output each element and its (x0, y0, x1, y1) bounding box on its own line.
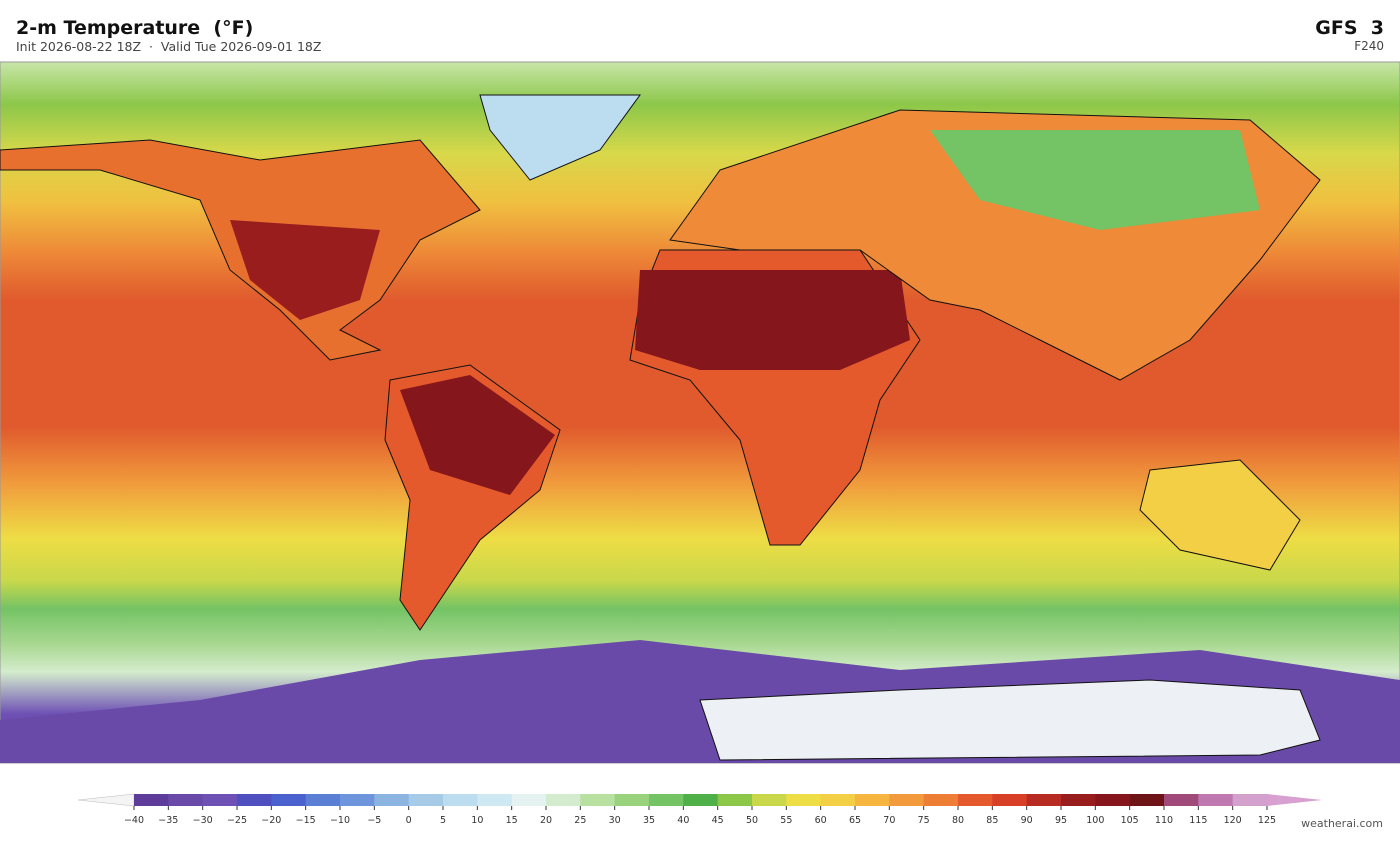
colorbar-segment (1198, 794, 1234, 806)
model-name: GFS 3 (1315, 17, 1384, 39)
colorbar-segment (1232, 794, 1268, 806)
colorbar-segment (340, 794, 375, 806)
subtitle: Init 2026-08-22 18Z · Valid Tue 2026-09-… (16, 39, 321, 54)
colorbar-tick-label: 35 (643, 815, 655, 826)
colorbar-segment (614, 794, 650, 806)
colorbar-segment (477, 794, 513, 806)
colorbar-under (77, 793, 135, 807)
colorbar-tick-label: −20 (261, 815, 281, 826)
colorbar-tick-label: 50 (746, 815, 758, 826)
forecast-hour: F240 (1354, 39, 1384, 53)
colorbar-segment (443, 794, 478, 806)
colorbar-tick-label: −10 (330, 815, 350, 826)
colorbar-segment (1164, 794, 1199, 806)
australia (1139, 459, 1301, 571)
colorbar-segment (408, 794, 444, 806)
colorbar-segment (374, 794, 410, 806)
colorbar-segment (1095, 794, 1131, 806)
colorbar-tick-label: 75 (918, 815, 930, 826)
colorbar-segment (271, 794, 307, 806)
colorbar-over (1267, 794, 1322, 806)
colorbar-tick-label: 125 (1258, 815, 1276, 826)
colorbar-tick-label: 90 (1021, 815, 1033, 826)
colorbar-segment (511, 794, 547, 806)
credit: weatherai.com (1301, 817, 1383, 830)
colorbar-tick-label: 105 (1121, 815, 1139, 826)
colorbar-segment (1061, 794, 1096, 806)
greenland (479, 94, 641, 181)
colorbar-segment (820, 794, 856, 806)
colorbar-tick-label: 65 (849, 815, 861, 826)
colorbar-segment (958, 794, 993, 806)
antarctica (699, 679, 1321, 761)
colorbar-segment (855, 794, 890, 806)
colorbar-segment (1129, 794, 1165, 806)
amazon-heat (400, 375, 555, 495)
colorbar-tick-label: 15 (506, 815, 518, 826)
colorbar-segment (1026, 794, 1062, 806)
colorbar-segment (786, 794, 822, 806)
colorbar-tick-label: 30 (609, 815, 621, 826)
map (0, 61, 1400, 764)
colorbar-tick-label: 45 (712, 815, 724, 826)
colorbar-segment (305, 794, 341, 806)
colorbar-segment (923, 794, 959, 806)
colorbar-tick-label: 70 (883, 815, 895, 826)
siberia (930, 130, 1260, 230)
colorbar-tick-label: 5 (440, 815, 446, 826)
colorbar-segment (889, 794, 925, 806)
colorbar-segment (202, 794, 238, 806)
colorbar-tick-label: 25 (574, 815, 586, 826)
colorbar-tick-label: 20 (540, 815, 552, 826)
colorbar-segment (992, 794, 1028, 806)
colorbar-segment (580, 794, 616, 806)
colorbar-segment (683, 794, 719, 806)
colorbar-segment (717, 794, 753, 806)
colorbar-tick-label: 120 (1224, 815, 1242, 826)
colorbar-tick-label: 55 (780, 815, 792, 826)
colorbar-tick-label: −30 (193, 815, 213, 826)
colorbar-tick-label: 0 (406, 815, 412, 826)
colorbar-tick-label: 85 (986, 815, 998, 826)
colorbar-segment (237, 794, 272, 806)
colorbar-tick-label: 40 (677, 815, 689, 826)
north-america-heat (230, 220, 380, 320)
colorbar-tick-label: 110 (1155, 815, 1173, 826)
colorbar-tick-label: 60 (815, 815, 827, 826)
colorbar-segment (649, 794, 684, 806)
colorbar-tick-label: 95 (1055, 815, 1067, 826)
colorbar-tick-label: 80 (952, 815, 964, 826)
colorbar-tick-label: 10 (471, 815, 483, 826)
colorbar-tick-label: 115 (1189, 815, 1207, 826)
colorbar-tick-label: −25 (227, 815, 247, 826)
colorbar-tick-label: 100 (1086, 815, 1104, 826)
colorbar-segment (168, 794, 204, 806)
title: 2-m Temperature (°F) (16, 17, 253, 39)
colorbar-tick-label: −35 (158, 815, 178, 826)
colorbar-segment (752, 794, 787, 806)
colorbar-segment (134, 794, 169, 806)
colorbar-tick-label: −15 (296, 815, 316, 826)
colorbar-tick-label: −5 (367, 815, 381, 826)
colorbar: −40 −35 −30 −25 −20 −15 −10 −5 0 5 10 15 20 25 30 35 40 4… (77, 793, 1322, 826)
sahara-heat (635, 270, 910, 370)
colorbar-segment (546, 794, 581, 806)
colorbar-tick-label: −40 (124, 815, 144, 826)
